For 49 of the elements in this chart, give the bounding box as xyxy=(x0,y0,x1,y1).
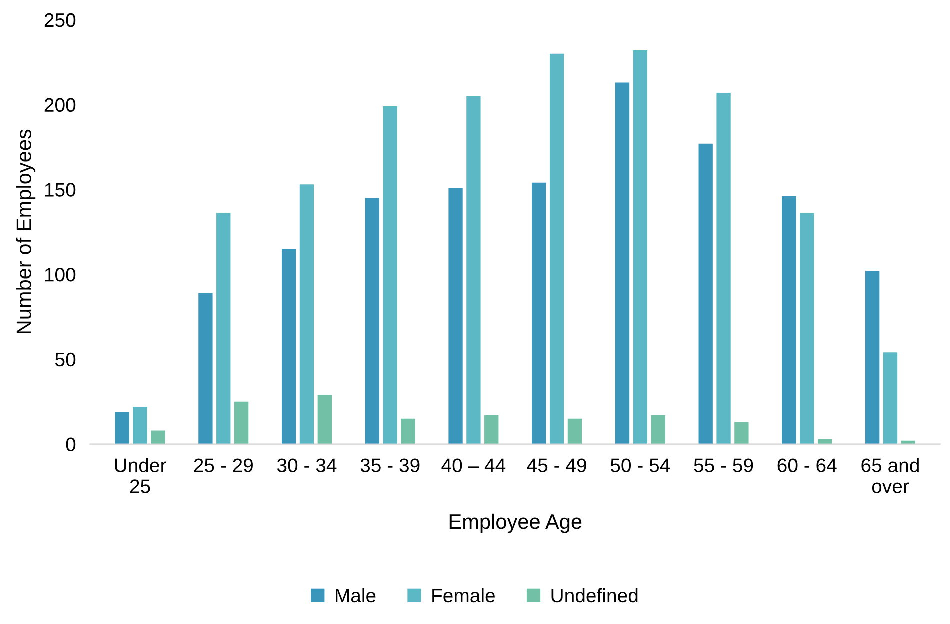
y-tick-label: 250 xyxy=(44,13,76,28)
x-tick-label: 60 - 64 xyxy=(778,458,837,472)
x-tick-label: 25 - 29 xyxy=(194,458,253,472)
bar xyxy=(300,184,314,444)
x-tick-label: 45 - 49 xyxy=(527,458,586,472)
bar xyxy=(883,352,898,444)
x-axis-title: Employee Age xyxy=(450,514,582,534)
bar xyxy=(568,418,582,444)
bar xyxy=(532,182,546,444)
bar xyxy=(383,106,398,444)
x-tick-label: 30 - 34 xyxy=(277,458,337,472)
bar xyxy=(448,188,463,444)
bar xyxy=(466,96,481,444)
bar xyxy=(151,430,166,444)
y-tick-label: 150 xyxy=(45,183,76,197)
bar xyxy=(115,412,130,444)
bar xyxy=(550,54,564,444)
bar xyxy=(198,293,213,444)
bar xyxy=(782,196,796,444)
bar xyxy=(800,213,814,444)
legend-label: Male xyxy=(336,588,376,603)
x-tick-label: 35 - 39 xyxy=(360,458,420,472)
bar xyxy=(651,415,666,444)
bar xyxy=(633,50,648,444)
bar xyxy=(734,422,749,444)
x-tick-label: 50 - 54 xyxy=(610,458,670,472)
x-tick-label: 55 - 59 xyxy=(694,458,754,472)
bar xyxy=(716,92,731,444)
bar xyxy=(234,402,249,444)
y-tick-label: 200 xyxy=(44,98,76,112)
bar xyxy=(133,406,148,444)
bar xyxy=(365,198,380,444)
x-tick-label: 40 – 44 xyxy=(442,458,506,472)
legend-label: Undefined xyxy=(552,588,638,603)
bar xyxy=(698,144,713,444)
y-tick-label: 50 xyxy=(56,352,76,367)
bar xyxy=(318,395,332,444)
bar xyxy=(282,249,296,444)
bar xyxy=(484,415,499,444)
bar xyxy=(865,271,880,444)
y-axis-title: Number of Employees xyxy=(16,130,36,334)
legend-label: Female xyxy=(432,588,495,603)
y-tick-label: 100 xyxy=(45,268,76,282)
bar xyxy=(615,82,630,444)
y-tick-label: 0 xyxy=(66,438,76,452)
bar xyxy=(401,418,416,444)
bar xyxy=(216,213,231,444)
x-tick-label: Under 25 xyxy=(115,458,166,494)
x-tick-label: 65 and over xyxy=(862,458,919,494)
